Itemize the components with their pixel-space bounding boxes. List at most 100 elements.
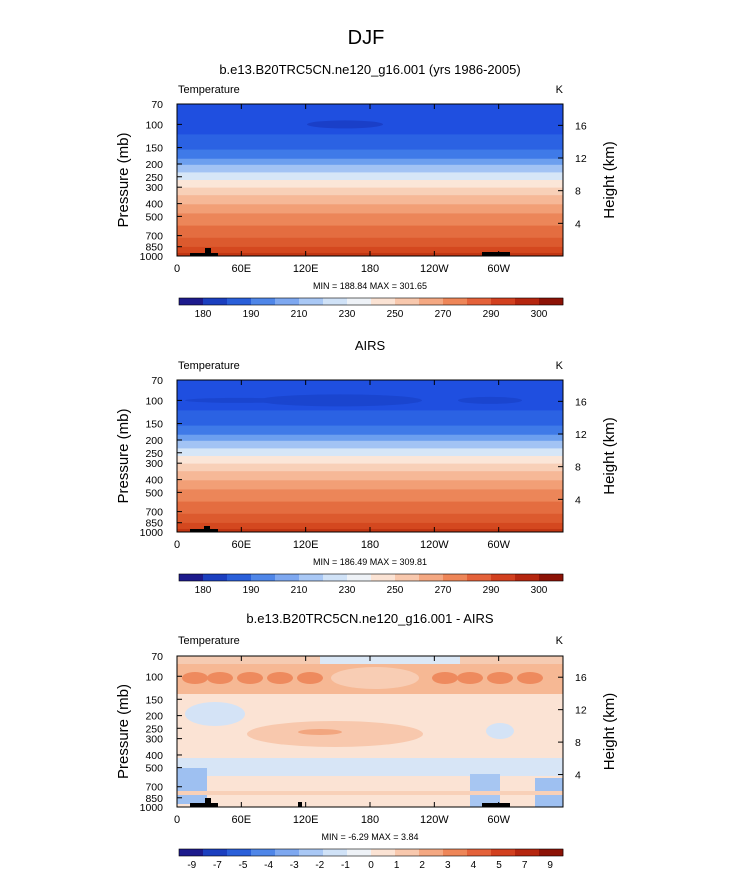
colorbar-swatch — [419, 298, 444, 305]
cold-contour — [177, 758, 563, 776]
variable-label: Temperature — [178, 360, 240, 372]
contour-band — [177, 448, 563, 457]
topography — [205, 798, 211, 803]
y-tick-label: 100 — [145, 119, 163, 131]
y-tick-label: 200 — [145, 159, 163, 171]
warm-contour — [517, 672, 543, 684]
x-tick-label: 120W — [420, 263, 449, 275]
x-tick-label: 180 — [361, 539, 379, 551]
colorbar-swatch — [467, 574, 492, 581]
contour-band — [177, 456, 563, 465]
units-label: K — [556, 84, 564, 96]
colorbar-swatch — [347, 298, 372, 305]
warm-contour — [297, 672, 323, 684]
topography — [298, 802, 302, 807]
y-tick-label: 400 — [145, 475, 163, 487]
y-tick-label: 250 — [145, 448, 163, 460]
colorbar-label: -1 — [341, 860, 350, 871]
colorbar-label: 9 — [547, 860, 553, 871]
y2-tick-label: 8 — [575, 186, 581, 198]
y2-tick-label: 8 — [575, 737, 581, 749]
colorbar-swatch — [275, 849, 300, 856]
colorbar-label: 250 — [387, 585, 404, 596]
x-tick-label: 0 — [174, 814, 180, 826]
y-tick-label: 300 — [145, 458, 163, 470]
panel-model: b.e13.B20TRC5CN.ne120_g16.001 (yrs 1986-… — [115, 62, 618, 320]
colorbar-swatch — [491, 298, 516, 305]
colorbar-swatch — [347, 574, 372, 581]
y-tick-label: 500 — [145, 211, 163, 223]
y-tick-label: 500 — [145, 763, 163, 775]
y-tick-label: 300 — [145, 182, 163, 194]
cold-core-contour — [185, 397, 295, 403]
colorbar-swatch — [515, 574, 540, 581]
x-tick-label: 120E — [293, 539, 319, 551]
x-tick-label: 60W — [487, 814, 510, 826]
colorbar-swatch — [467, 298, 492, 305]
colorbar-swatch — [395, 849, 420, 856]
colorbar-label: 4 — [471, 860, 477, 871]
colorbar: 180 190 210 230 250 270 290 300 — [178, 297, 564, 320]
y2-axis-label: Height (km) — [601, 417, 618, 495]
y-tick-label: 400 — [145, 199, 163, 211]
colorbar-label: 230 — [339, 585, 356, 596]
y2-tick-label: 12 — [575, 705, 587, 717]
contour-band — [177, 225, 563, 239]
colorbar: 180 190 210 230 250 270 290 300 — [178, 573, 564, 596]
colorbar-label: 210 — [291, 309, 308, 320]
units-label: K — [556, 360, 564, 372]
contour-band — [177, 180, 563, 189]
min-max-stats: MIN = -6.29 MAX = 3.84 — [321, 832, 418, 842]
contour-fill — [177, 380, 563, 532]
warm-contour — [177, 791, 563, 795]
contour-fill — [177, 104, 563, 256]
warm-contour — [298, 729, 342, 735]
y2-tick-label: 12 — [575, 429, 587, 441]
y2-tick-label: 4 — [575, 218, 581, 230]
contour-band — [177, 513, 563, 524]
colorbar-label: 270 — [435, 585, 452, 596]
contour-band — [177, 237, 563, 248]
contour-band — [177, 149, 563, 160]
colorbar-label: -7 — [213, 860, 222, 871]
colorbar-swatch — [275, 574, 300, 581]
warm-contour — [457, 672, 483, 684]
y-tick-label: 200 — [145, 435, 163, 447]
x-tick-label: 120E — [293, 814, 319, 826]
colorbar-label: 190 — [243, 585, 260, 596]
y-tick-label: 850 — [145, 793, 163, 805]
colorbar-swatch — [347, 849, 372, 856]
colorbar-label: -5 — [239, 860, 248, 871]
y-tick-label: 100 — [145, 671, 163, 683]
y-tick-label: 70 — [151, 375, 163, 387]
contour-band — [177, 213, 563, 227]
y-tick-label: 200 — [145, 711, 163, 723]
contour-band — [177, 522, 563, 530]
y-tick-label: 150 — [145, 143, 163, 155]
contour-band — [177, 480, 563, 490]
y-tick-label: 150 — [145, 419, 163, 431]
colorbar-swatch — [203, 574, 228, 581]
colorbar-swatch — [299, 574, 324, 581]
colorbar-swatch — [443, 574, 468, 581]
min-max-stats: MIN = 188.84 MAX = 301.65 — [313, 281, 427, 291]
colorbar-swatch — [419, 849, 444, 856]
contour-band — [177, 425, 563, 436]
y2-axis-label: Height (km) — [601, 693, 618, 771]
y2-tick-label: 16 — [575, 672, 587, 684]
contour-band — [177, 434, 563, 442]
colorbar-swatch — [419, 574, 444, 581]
cold-contour — [486, 723, 514, 739]
colorbar-label: 290 — [483, 585, 500, 596]
x-tick-label: 120W — [420, 814, 449, 826]
colorbar-label: 210 — [291, 585, 308, 596]
colorbar-label: 7 — [522, 860, 528, 871]
colorbar-swatch — [251, 849, 276, 856]
colorbar-label: 230 — [339, 309, 356, 320]
y2-tick-label: 16 — [575, 120, 587, 132]
colorbar-frame — [178, 573, 564, 582]
y-axis-label: Pressure (mb) — [115, 132, 132, 227]
topography — [205, 248, 211, 253]
x-tick-label: 60E — [232, 263, 252, 275]
